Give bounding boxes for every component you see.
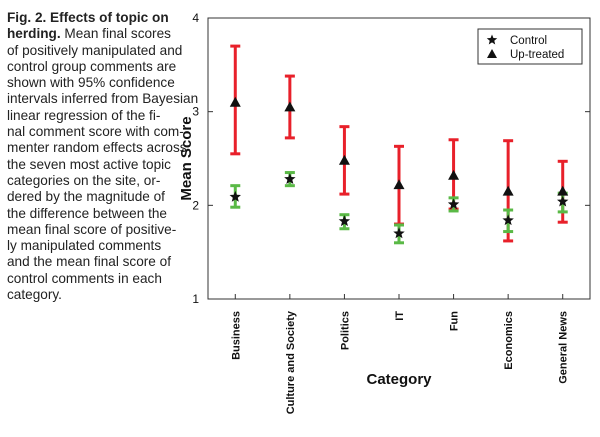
caption-line: linear regression of the fi- — [7, 108, 167, 124]
x-tick-label: Economics — [503, 311, 515, 370]
caption-text: control comments in each — [7, 270, 162, 286]
caption-text: of positively manipulated and — [7, 42, 183, 58]
x-tick-label: Culture and Society — [285, 310, 297, 414]
caption-text: linear regression of the fi- — [7, 107, 161, 123]
caption-text: shown with 95% confidence — [7, 75, 175, 91]
legend-box — [477, 28, 583, 65]
x-axis: Business Culture and Society Politics IT Fun… — [230, 294, 570, 414]
uptreated-point — [393, 179, 405, 190]
control-point — [229, 190, 241, 202]
control-point — [502, 214, 514, 226]
caption-line: categories on the site, or- — [7, 173, 167, 189]
x-tick-label: Business — [230, 311, 242, 360]
uptreated-point — [557, 185, 569, 196]
x-tick-label: Fun — [449, 311, 461, 331]
caption-text: the difference between the — [7, 205, 167, 221]
uptreated-point — [338, 154, 350, 165]
caption-line: herding. Mean final scores — [7, 26, 171, 42]
figure-caption: Fig. 2. Effects of topic on herding. Mea… — [7, 10, 198, 303]
caption-text: control group comments are — [7, 58, 177, 74]
caption-text: ly manipulated comments — [7, 238, 162, 254]
uptreated-point — [502, 185, 514, 196]
data-marks — [229, 44, 569, 245]
caption-line: control group comments are — [7, 59, 176, 75]
legend-uptreated-marker — [487, 49, 497, 58]
caption-line: control comments in each — [7, 271, 167, 287]
caption-line: intervals inferred from Bayesian — [7, 91, 198, 107]
caption-text: dered by the magnitude of — [7, 189, 165, 205]
caption-bold: herding. — [7, 26, 61, 42]
y-tick-label: 1 — [192, 292, 199, 306]
legend-uptreated-label: Up-treated — [510, 49, 564, 61]
caption-line: the seven most active topic — [7, 157, 171, 173]
caption-text: menter random effects across — [7, 140, 187, 156]
legend: Control Up-treated — [477, 28, 583, 65]
control-point — [447, 198, 460, 210]
y-axis-title: Mean Score — [178, 116, 195, 200]
caption-text: category. — [7, 287, 62, 303]
caption-bold: Fig. 2. Effects of topic on — [7, 10, 169, 25]
uptreated-point — [284, 101, 296, 112]
y-tick-label: 4 — [192, 11, 199, 25]
control-point — [557, 195, 569, 207]
y-tick-label: 3 — [192, 105, 199, 119]
control-point — [338, 215, 351, 227]
caption-line: and the mean final score of — [7, 254, 171, 270]
caption-line: of positively manipulated and — [7, 43, 182, 59]
caption-line: Fig. 2. Effects of topic on — [7, 10, 169, 26]
caption-line: ly manipulated comments — [7, 238, 167, 254]
y-axis: 1 2 3 4 — [192, 11, 590, 306]
x-tick-label: IT — [394, 311, 406, 321]
caption-text: nal comment score with com- — [7, 124, 184, 140]
caption-line: category. — [7, 287, 167, 303]
caption-line: the difference between the — [7, 206, 167, 222]
control-point — [393, 227, 405, 239]
caption-line: nal comment score with com- — [7, 124, 184, 140]
caption-line: menter random effects across — [7, 140, 187, 156]
caption-line: dered by the magnitude of — [7, 189, 167, 205]
legend-control-marker — [486, 34, 498, 45]
uptreated-point — [229, 96, 241, 107]
caption-text: Mean final scores — [60, 26, 171, 42]
y-tick-label: 2 — [192, 198, 199, 212]
caption-text: mean final score of positive- — [7, 221, 177, 237]
x-axis-title: Category — [366, 371, 432, 388]
caption-text: and the mean final score of — [7, 254, 171, 270]
caption-line: mean final score of positive- — [7, 222, 176, 238]
uptreated-point — [448, 169, 460, 180]
caption-text: intervals inferred from Bayesian — [7, 91, 199, 107]
x-tick-label: General News — [558, 311, 570, 384]
control-point — [284, 173, 296, 184]
caption-text: categories on the site, or- — [7, 172, 161, 188]
caption-line: shown with 95% confidence — [7, 75, 175, 91]
x-tick-label: Politics — [339, 311, 351, 350]
caption-text: the seven most active topic — [7, 156, 171, 172]
legend-control-label: Control — [510, 35, 547, 47]
